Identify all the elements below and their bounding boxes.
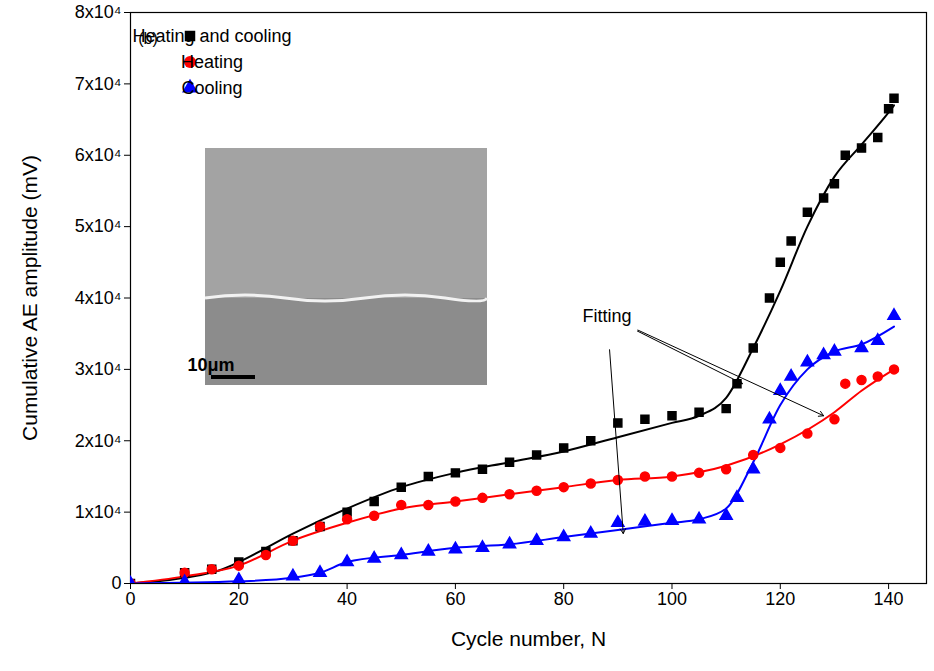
svg-text:60: 60 bbox=[445, 589, 465, 609]
svg-text:1x10⁴: 1x10⁴ bbox=[75, 502, 122, 522]
svg-text:3x10⁴: 3x10⁴ bbox=[75, 359, 122, 379]
svg-text:Cycle number, N: Cycle number, N bbox=[451, 627, 606, 650]
svg-text:0: 0 bbox=[125, 589, 135, 609]
svg-text:7x10⁴: 7x10⁴ bbox=[75, 74, 122, 94]
svg-text:8x10⁴: 8x10⁴ bbox=[75, 2, 122, 22]
svg-text:Cooling: Cooling bbox=[181, 78, 242, 98]
svg-text:4x10⁴: 4x10⁴ bbox=[75, 288, 122, 308]
svg-text:120: 120 bbox=[765, 589, 795, 609]
svg-text:0: 0 bbox=[111, 573, 121, 593]
svg-text:Heating and cooling: Heating and cooling bbox=[132, 26, 291, 46]
svg-text:40: 40 bbox=[337, 589, 357, 609]
svg-text:Cumulative AE amplitude (mV): Cumulative AE amplitude (mV) bbox=[18, 155, 41, 441]
svg-text:Heating: Heating bbox=[181, 52, 243, 72]
svg-text:2x10⁴: 2x10⁴ bbox=[75, 431, 122, 451]
svg-text:100: 100 bbox=[657, 589, 687, 609]
svg-text:Fitting: Fitting bbox=[583, 306, 632, 326]
svg-text:140: 140 bbox=[874, 589, 904, 609]
svg-text:80: 80 bbox=[554, 589, 574, 609]
svg-text:6x10⁴: 6x10⁴ bbox=[75, 145, 122, 165]
svg-text:5x10⁴: 5x10⁴ bbox=[75, 216, 122, 236]
svg-text:10μm: 10μm bbox=[187, 355, 234, 375]
svg-text:20: 20 bbox=[229, 589, 249, 609]
